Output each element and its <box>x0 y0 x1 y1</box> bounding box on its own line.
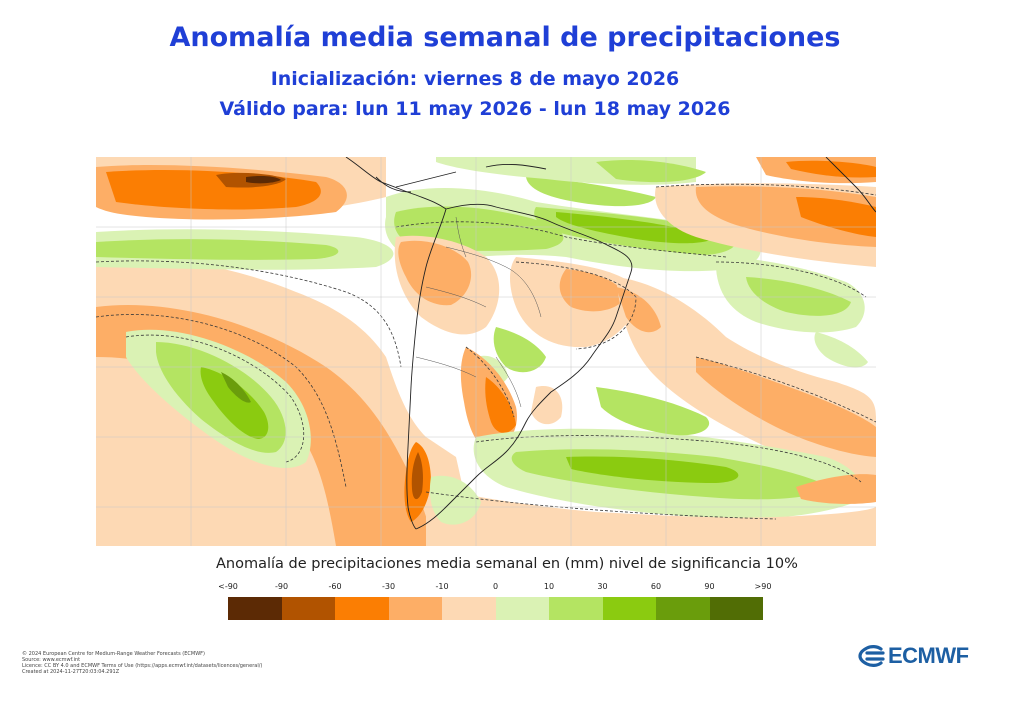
legend-label: -30 <box>381 582 396 591</box>
credits: © 2024 European Centre for Medium-Range … <box>22 651 262 675</box>
credit-line: Created at 2024-11-27T20:03:04.291Z <box>22 669 120 675</box>
legend-labels: <-90 -90 -60 -30 -10 0 10 30 60 90 >90 <box>218 582 771 594</box>
legend-title: Anomalía de precipitaciones media semana… <box>216 556 798 572</box>
legend-swatch <box>549 597 603 620</box>
credit-line: Source: www.ecmwf.int <box>22 657 81 663</box>
legend-swatch <box>709 597 763 620</box>
legend-swatch <box>442 597 496 620</box>
legend-swatch <box>335 597 389 620</box>
legend-label: <-90 <box>218 582 238 591</box>
legend-label: 30 <box>597 582 608 591</box>
legend-swatch <box>495 597 549 620</box>
initialization-date: Inicialización: viernes 8 de mayo 2026 <box>270 68 680 90</box>
legend-label: 90 <box>704 582 715 591</box>
legend-swatch <box>602 597 656 620</box>
ecmwf-logo-icon <box>858 645 885 667</box>
credit-line: © 2024 European Centre for Medium-Range … <box>22 651 205 657</box>
legend-label: 60 <box>650 582 662 591</box>
precipitation-anomaly-map <box>96 157 876 546</box>
page-title: Anomalía media semanal de precipitacione… <box>169 22 841 53</box>
legend-label: -90 <box>274 582 289 591</box>
legend-swatch <box>388 597 442 620</box>
legend-swatch <box>281 597 335 620</box>
legend-swatch <box>656 597 710 620</box>
credit-line: Licence: CC BY 4.0 and ECMWF Terms of Us… <box>22 663 263 669</box>
legend-label: -10 <box>435 582 449 591</box>
ecmwf-logo: ECMWF <box>855 643 969 669</box>
legend-label: 10 <box>543 582 555 591</box>
legend-colorbar <box>228 597 763 620</box>
anomaly-fields <box>96 157 876 546</box>
logo-text: ECMWF <box>888 643 969 668</box>
legend-label: 0 <box>492 582 499 591</box>
legend-swatch <box>228 597 282 620</box>
valid-period: Válido para: lun 11 may 2026 - lun 18 ma… <box>219 98 731 120</box>
legend-label: >90 <box>754 582 772 591</box>
legend-label: -60 <box>328 582 342 591</box>
